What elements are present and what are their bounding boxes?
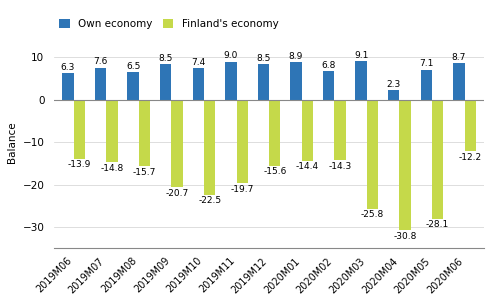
Text: -15.6: -15.6 [263, 167, 286, 176]
Text: -30.8: -30.8 [393, 232, 417, 241]
Bar [171, 100, 183, 188]
Text: -15.7: -15.7 [133, 168, 156, 177]
Bar [258, 64, 269, 100]
Text: 9.0: 9.0 [223, 51, 238, 60]
Bar [106, 100, 118, 162]
Text: 6.5: 6.5 [126, 62, 140, 71]
Text: -13.9: -13.9 [68, 160, 91, 169]
Text: -14.3: -14.3 [328, 162, 352, 171]
Text: 8.5: 8.5 [159, 53, 173, 63]
Text: 7.1: 7.1 [419, 59, 434, 69]
Text: 7.4: 7.4 [191, 58, 205, 67]
Text: -28.1: -28.1 [426, 220, 449, 229]
Bar [192, 69, 204, 100]
Bar [127, 72, 139, 100]
Text: -14.4: -14.4 [296, 162, 319, 171]
Text: -25.8: -25.8 [361, 210, 384, 219]
Legend: Own economy, Finland's economy: Own economy, Finland's economy [59, 19, 278, 29]
Bar [139, 100, 150, 166]
Bar [301, 100, 313, 161]
Bar [388, 90, 399, 100]
Text: 9.1: 9.1 [354, 51, 368, 60]
Bar [74, 100, 85, 159]
Bar [95, 68, 106, 100]
Text: -12.2: -12.2 [459, 153, 482, 162]
Text: 7.6: 7.6 [93, 57, 108, 66]
Bar [237, 100, 248, 183]
Bar [355, 61, 367, 100]
Text: -19.7: -19.7 [230, 185, 254, 194]
Bar [225, 62, 237, 100]
Bar [62, 73, 74, 100]
Bar [290, 62, 301, 100]
Bar [204, 100, 216, 195]
Bar [464, 100, 476, 152]
Text: 8.5: 8.5 [256, 53, 271, 63]
Bar [323, 71, 334, 100]
Y-axis label: Balance: Balance [7, 121, 17, 163]
Bar [160, 64, 171, 100]
Text: 6.3: 6.3 [61, 63, 75, 72]
Bar [432, 100, 443, 219]
Text: -22.5: -22.5 [198, 196, 221, 205]
Bar [399, 100, 411, 230]
Text: -20.7: -20.7 [165, 189, 189, 198]
Text: 6.8: 6.8 [321, 61, 336, 70]
Text: -14.8: -14.8 [100, 164, 124, 173]
Text: 2.3: 2.3 [386, 80, 401, 89]
Bar [420, 70, 432, 100]
Text: 8.9: 8.9 [289, 52, 303, 61]
Bar [367, 100, 378, 209]
Text: 8.7: 8.7 [452, 53, 466, 62]
Bar [453, 63, 464, 100]
Bar [269, 100, 280, 166]
Bar [334, 100, 346, 160]
